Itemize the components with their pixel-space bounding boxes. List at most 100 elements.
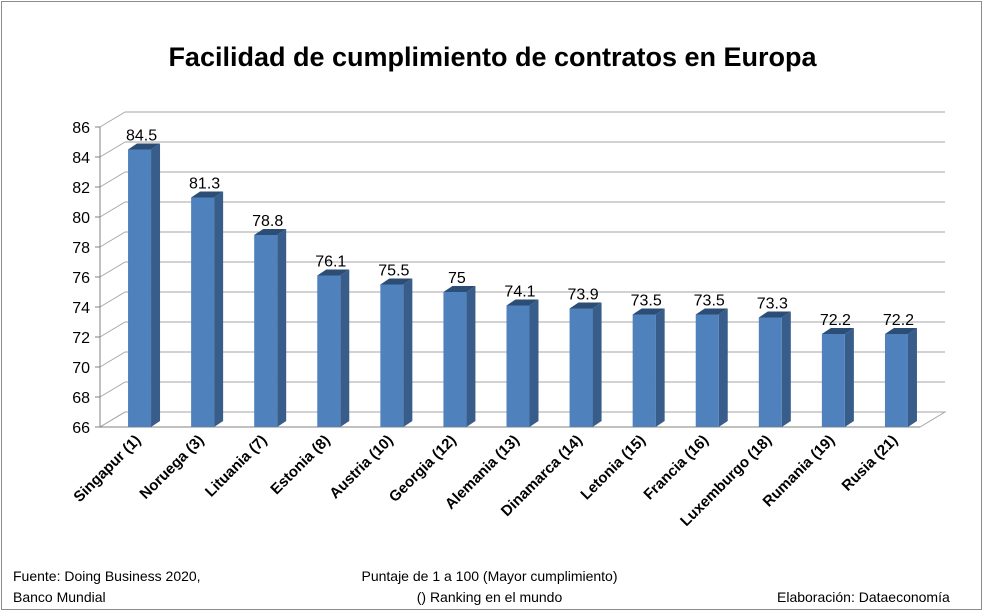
gridline-depth bbox=[99, 171, 126, 188]
gridline-depth bbox=[99, 411, 126, 428]
data-label: 73.9 bbox=[568, 287, 599, 304]
data-label: 75 bbox=[448, 270, 466, 287]
data-label: 75.5 bbox=[378, 263, 409, 280]
data-label: 73.5 bbox=[631, 293, 662, 310]
x-tick-label: Austria (10) bbox=[326, 432, 396, 502]
y-tick-label: 86 bbox=[72, 120, 90, 137]
chart-title: Facilidad de cumplimiento de contratos e… bbox=[168, 42, 817, 72]
bar-top bbox=[569, 302, 602, 309]
bar bbox=[443, 286, 476, 427]
bar bbox=[695, 308, 728, 427]
bar bbox=[506, 299, 539, 427]
y-tick-label: 76 bbox=[72, 270, 90, 287]
bar bbox=[758, 311, 791, 427]
bar-top bbox=[191, 191, 224, 198]
bar-front bbox=[758, 317, 782, 427]
y-tick-label: 82 bbox=[72, 180, 90, 197]
bar-front bbox=[254, 235, 278, 427]
data-label: 72.2 bbox=[820, 312, 851, 329]
x-tick-label: Letonia (15) bbox=[577, 432, 649, 504]
bar bbox=[254, 229, 287, 427]
bar bbox=[191, 191, 224, 427]
bar bbox=[884, 328, 917, 427]
bar-front bbox=[443, 292, 467, 427]
bar-side bbox=[151, 143, 161, 427]
gridline-depth bbox=[99, 201, 126, 218]
bar-front bbox=[191, 197, 215, 427]
bar-side bbox=[277, 229, 287, 427]
bar-side bbox=[529, 299, 539, 427]
y-tick-label: 72 bbox=[72, 330, 90, 347]
gridline-depth bbox=[99, 111, 126, 128]
bar-side bbox=[466, 286, 476, 427]
scale-note: Puntaje de 1 a 100 (Mayor cumplimiento) … bbox=[347, 566, 632, 608]
bar-front bbox=[380, 284, 404, 427]
bar-top bbox=[884, 328, 917, 334]
gridline-depth bbox=[99, 141, 126, 158]
bar-layer bbox=[128, 143, 917, 427]
bar-side bbox=[844, 328, 854, 427]
bar-side bbox=[214, 191, 224, 427]
bar bbox=[317, 269, 350, 427]
data-label: 81.3 bbox=[189, 176, 220, 193]
data-label: 74.1 bbox=[504, 284, 535, 301]
x-tick-label: Lituania (7) bbox=[202, 432, 271, 501]
bar-front bbox=[695, 314, 719, 427]
scale-line-1: Puntaje de 1 a 100 (Mayor cumplimiento) bbox=[361, 568, 618, 584]
x-tick-label: Rusia (21) bbox=[839, 432, 902, 495]
x-tick-label: Singapur (1) bbox=[70, 432, 144, 506]
y-tick-label: 68 bbox=[72, 390, 90, 407]
bar bbox=[128, 143, 161, 427]
bar bbox=[632, 308, 665, 427]
bar-top bbox=[380, 278, 413, 285]
bar-top bbox=[821, 328, 854, 334]
bar-side bbox=[403, 278, 413, 427]
y-tick-label: 80 bbox=[72, 210, 90, 227]
y-tick-label: 78 bbox=[72, 240, 90, 257]
bar-top bbox=[758, 311, 791, 318]
bar-front bbox=[632, 314, 656, 427]
gridline-depth bbox=[99, 321, 126, 338]
credit-note: Elaboración: Dataeconomía bbox=[777, 589, 950, 605]
gridline-depth bbox=[99, 291, 126, 308]
bar-top bbox=[254, 229, 287, 235]
data-label: 73.5 bbox=[694, 293, 725, 310]
data-label: 76.1 bbox=[315, 254, 346, 271]
bar-top bbox=[317, 269, 350, 276]
y-tick-label: 70 bbox=[72, 360, 90, 377]
bar bbox=[569, 302, 602, 427]
source-line-1: Fuente: Doing Business 2020, bbox=[13, 568, 201, 584]
data-label: 84.5 bbox=[126, 128, 157, 145]
source-note: Fuente: Doing Business 2020, Banco Mundi… bbox=[13, 566, 201, 608]
x-tick-label: Noruega (3) bbox=[136, 432, 207, 503]
data-label: 72.2 bbox=[883, 312, 914, 329]
y-tick-label: 66 bbox=[72, 420, 90, 437]
x-tick-label: Estonia (8) bbox=[267, 432, 333, 498]
scale-line-2: () Ranking en el mundo bbox=[416, 589, 563, 605]
bar-side bbox=[592, 302, 602, 427]
gridline-depth bbox=[99, 351, 126, 368]
source-line-2: Banco Mundial bbox=[13, 589, 106, 605]
data-label: 78.8 bbox=[252, 213, 283, 230]
bar-top bbox=[128, 143, 161, 150]
bar-side bbox=[655, 308, 665, 427]
bar-top bbox=[632, 308, 665, 315]
y-tick-label: 74 bbox=[72, 300, 90, 317]
bar-top bbox=[506, 299, 539, 306]
bar-side bbox=[907, 328, 917, 427]
bar bbox=[380, 278, 413, 427]
bar-side bbox=[340, 269, 350, 427]
bar-front bbox=[569, 308, 593, 427]
gridline-depth bbox=[99, 381, 126, 398]
gridline-depth bbox=[99, 231, 126, 248]
bar-front bbox=[506, 305, 530, 427]
data-label: 73.3 bbox=[757, 296, 788, 313]
bar-side bbox=[781, 311, 791, 427]
gridline-depth bbox=[99, 261, 126, 278]
bar-side bbox=[718, 308, 728, 427]
bar bbox=[821, 328, 854, 427]
bar-top bbox=[695, 308, 728, 315]
bar-front bbox=[128, 149, 152, 427]
